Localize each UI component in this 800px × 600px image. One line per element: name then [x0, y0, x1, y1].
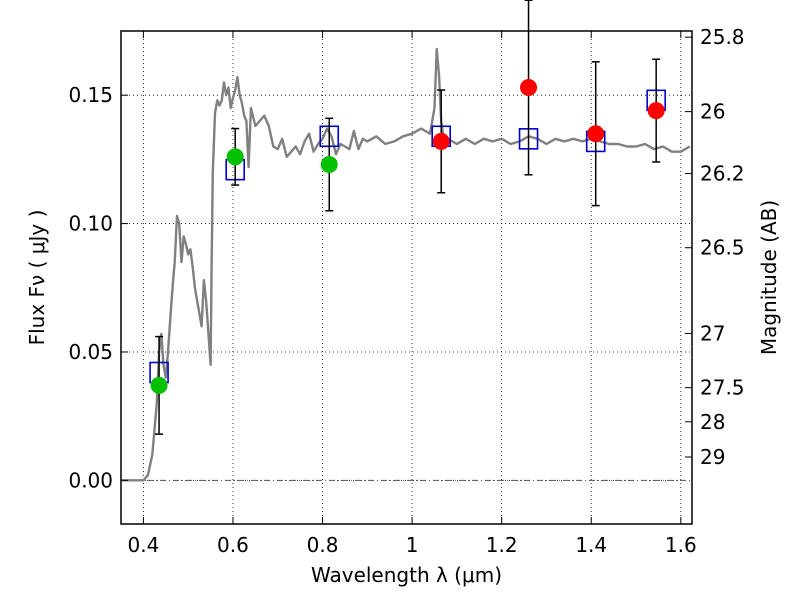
observed-optical-point: [320, 156, 338, 174]
model-spectrum-line: [121, 47, 691, 482]
y-tick-label: 0.00: [68, 468, 113, 492]
x-tick-label: 1.4: [575, 533, 607, 557]
right-tick-label: 29: [700, 445, 725, 469]
y-axis-title: Flux Fν ( μJy ): [25, 210, 49, 346]
observed-nir-point: [647, 102, 665, 120]
right-axis-title: Magnitude (AB): [757, 200, 781, 355]
observed-nir-point: [587, 125, 605, 143]
x-tick-label: 0.4: [127, 533, 159, 557]
right-tick-label: 27: [700, 321, 725, 345]
x-tick-label: 1: [406, 533, 419, 557]
x-axis-title: Wavelength λ (μm): [311, 563, 502, 587]
right-tick-label: 28: [700, 410, 725, 434]
y-tick-label: 0.15: [68, 83, 113, 107]
plot-frame: [120, 30, 693, 525]
y-tick-label: 0.10: [68, 212, 113, 236]
x-tick-label: 1.2: [486, 533, 518, 557]
data-marks: [149, 0, 666, 435]
x-tick-label: 0.6: [217, 533, 249, 557]
observed-optical-point: [150, 376, 168, 394]
right-tick-label: 25.8: [700, 25, 745, 49]
right-tick-label: 27.5: [700, 376, 745, 400]
x-tick-label: 0.8: [307, 533, 339, 557]
x-tick-label: 1.6: [665, 533, 697, 557]
right-tick-label: 26.5: [700, 236, 745, 260]
observed-nir-point: [520, 78, 538, 96]
right-tick-label: 26.2: [700, 162, 745, 186]
y-tick-label: 0.05: [68, 340, 113, 364]
observed-nir-point: [432, 132, 450, 150]
right-tick-label: 26: [700, 100, 725, 124]
observed-optical-point: [226, 148, 244, 166]
ticks: 0.4 0.6 0.8 1 1.2 1.4 1.6 0.00 0.05 0.10 0.15 25.8 2…: [68, 25, 744, 557]
